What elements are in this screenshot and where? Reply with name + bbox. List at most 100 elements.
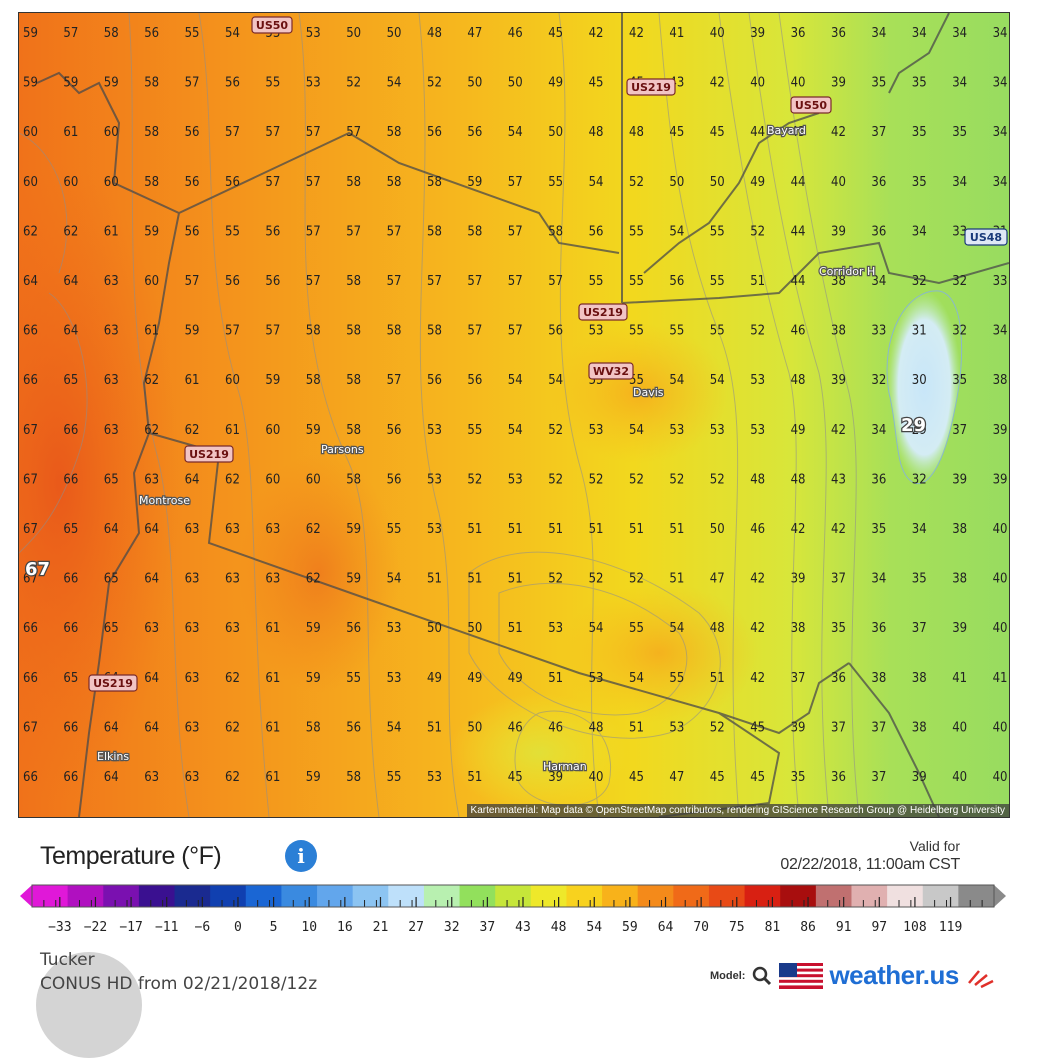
min-temp-label: 29 bbox=[901, 415, 926, 436]
temp-value: 45 bbox=[548, 26, 563, 41]
temp-value: 48 bbox=[629, 125, 644, 140]
temp-value: 61 bbox=[265, 770, 280, 785]
warm-pocket-davis bbox=[549, 323, 729, 463]
town-montrose[interactable]: Montrose bbox=[138, 493, 192, 509]
brand-logo[interactable]: weather.us bbox=[829, 960, 959, 990]
temp-value: 56 bbox=[346, 621, 361, 636]
temp-value: 57 bbox=[387, 224, 402, 239]
scale-label: 37 bbox=[480, 920, 496, 935]
temp-value: 59 bbox=[306, 770, 321, 785]
model-badge[interactable]: Model: weather.us bbox=[710, 960, 995, 991]
temp-value: 46 bbox=[791, 324, 806, 339]
valid-for-label: Valid for bbox=[909, 838, 960, 854]
temp-value: 60 bbox=[144, 274, 159, 289]
temp-value: 51 bbox=[750, 274, 765, 289]
scale-label: −22 bbox=[84, 920, 107, 935]
svg-text:US50: US50 bbox=[795, 99, 828, 112]
temp-value: 53 bbox=[427, 472, 442, 487]
town-parsons[interactable]: Parsons bbox=[320, 442, 365, 458]
scale-segment bbox=[281, 885, 318, 907]
temp-value: 59 bbox=[144, 224, 159, 239]
temp-value: 40 bbox=[993, 770, 1008, 785]
scale-segment bbox=[887, 885, 924, 907]
temp-value: 44 bbox=[750, 125, 765, 140]
temp-value: 56 bbox=[185, 224, 200, 239]
temp-value: 55 bbox=[669, 671, 684, 686]
temp-value: 41 bbox=[952, 671, 967, 686]
warm-area-west bbox=[19, 163, 179, 803]
town-davis[interactable]: Davis bbox=[632, 385, 665, 401]
temp-value: 37 bbox=[952, 423, 967, 438]
town-elkins[interactable]: Elkins bbox=[96, 749, 131, 765]
temp-value: 66 bbox=[23, 373, 38, 388]
scale-label: 0 bbox=[234, 920, 242, 935]
temp-value: 61 bbox=[225, 423, 240, 438]
temp-value: 58 bbox=[346, 373, 361, 388]
scale-segment bbox=[708, 885, 746, 907]
temp-value: 55 bbox=[629, 324, 644, 339]
temp-value: 56 bbox=[265, 224, 280, 239]
temp-value: 61 bbox=[104, 224, 119, 239]
scale-segment bbox=[32, 885, 69, 907]
temp-value: 38 bbox=[871, 671, 886, 686]
temp-value: 33 bbox=[871, 324, 886, 339]
temp-value: 58 bbox=[346, 175, 361, 190]
scale-label: 54 bbox=[586, 920, 602, 935]
temp-value: 51 bbox=[669, 522, 684, 537]
scale-label: −11 bbox=[155, 920, 178, 935]
temp-value: 56 bbox=[387, 472, 402, 487]
temp-value: 58 bbox=[346, 274, 361, 289]
temp-value: 55 bbox=[346, 671, 361, 686]
temp-value: 46 bbox=[750, 522, 765, 537]
town-corridor-h[interactable]: Corridor H bbox=[818, 264, 877, 280]
map-attribution[interactable]: Kartenmaterial: Map data © OpenStreetMap… bbox=[466, 804, 1009, 817]
brand-signal-icon bbox=[967, 969, 994, 988]
temp-value: 42 bbox=[750, 621, 765, 636]
temp-value: 55 bbox=[387, 770, 402, 785]
temp-value: 53 bbox=[589, 423, 604, 438]
temp-value: 52 bbox=[750, 224, 765, 239]
temp-value: 40 bbox=[993, 720, 1008, 735]
temp-value: 54 bbox=[508, 423, 523, 438]
scale-label: 86 bbox=[800, 920, 816, 935]
temp-value: 35 bbox=[871, 76, 886, 91]
scale-segment bbox=[566, 885, 603, 907]
temp-value: 55 bbox=[387, 522, 402, 537]
scale-segment bbox=[459, 885, 496, 907]
temp-value: 32 bbox=[912, 472, 927, 487]
temp-value: 32 bbox=[952, 274, 967, 289]
shield-us219-parsons: US219 bbox=[184, 445, 234, 463]
temp-value: 57 bbox=[548, 274, 563, 289]
temp-value: 58 bbox=[427, 324, 442, 339]
temp-value: 57 bbox=[427, 274, 442, 289]
temp-value: 67 bbox=[23, 472, 38, 487]
temp-value: 49 bbox=[427, 671, 442, 686]
temp-value: 37 bbox=[871, 125, 886, 140]
temperature-field bbox=[19, 13, 1009, 817]
temp-value: 54 bbox=[629, 423, 644, 438]
temp-value: 63 bbox=[104, 423, 119, 438]
temp-value: 63 bbox=[144, 621, 159, 636]
temp-value: 59 bbox=[63, 76, 78, 91]
valid-time: Valid for 02/22/2018, 11:00am CST bbox=[780, 838, 960, 874]
temperature-map[interactable]: 59 57 58 56 55 54 53 53 50 50 48 47 46 45 42 42 41 40 39 36… bbox=[18, 12, 1010, 818]
temp-value: 38 bbox=[912, 671, 927, 686]
town-harman[interactable]: Harman bbox=[542, 759, 588, 775]
temp-value: 62 bbox=[306, 522, 321, 537]
town-labels: Bayard Corridor H Davis Parsons Montrose… bbox=[96, 123, 877, 775]
scale-label: 27 bbox=[408, 920, 424, 935]
temp-value: 66 bbox=[23, 621, 38, 636]
temp-value: 54 bbox=[669, 224, 684, 239]
scale-label: 10 bbox=[301, 920, 317, 935]
temp-value: 63 bbox=[225, 621, 240, 636]
temp-value: 61 bbox=[185, 373, 200, 388]
temp-value: 67 bbox=[23, 522, 38, 537]
temp-value: 54 bbox=[669, 373, 684, 388]
temp-value: 45 bbox=[710, 770, 725, 785]
info-icon[interactable]: i bbox=[285, 840, 317, 872]
shield-us219-davis: US219 bbox=[578, 303, 628, 321]
temp-value: 42 bbox=[831, 125, 846, 140]
temp-value: 55 bbox=[669, 324, 684, 339]
temp-value: 52 bbox=[629, 175, 644, 190]
town-bayard[interactable]: Bayard bbox=[766, 123, 807, 139]
